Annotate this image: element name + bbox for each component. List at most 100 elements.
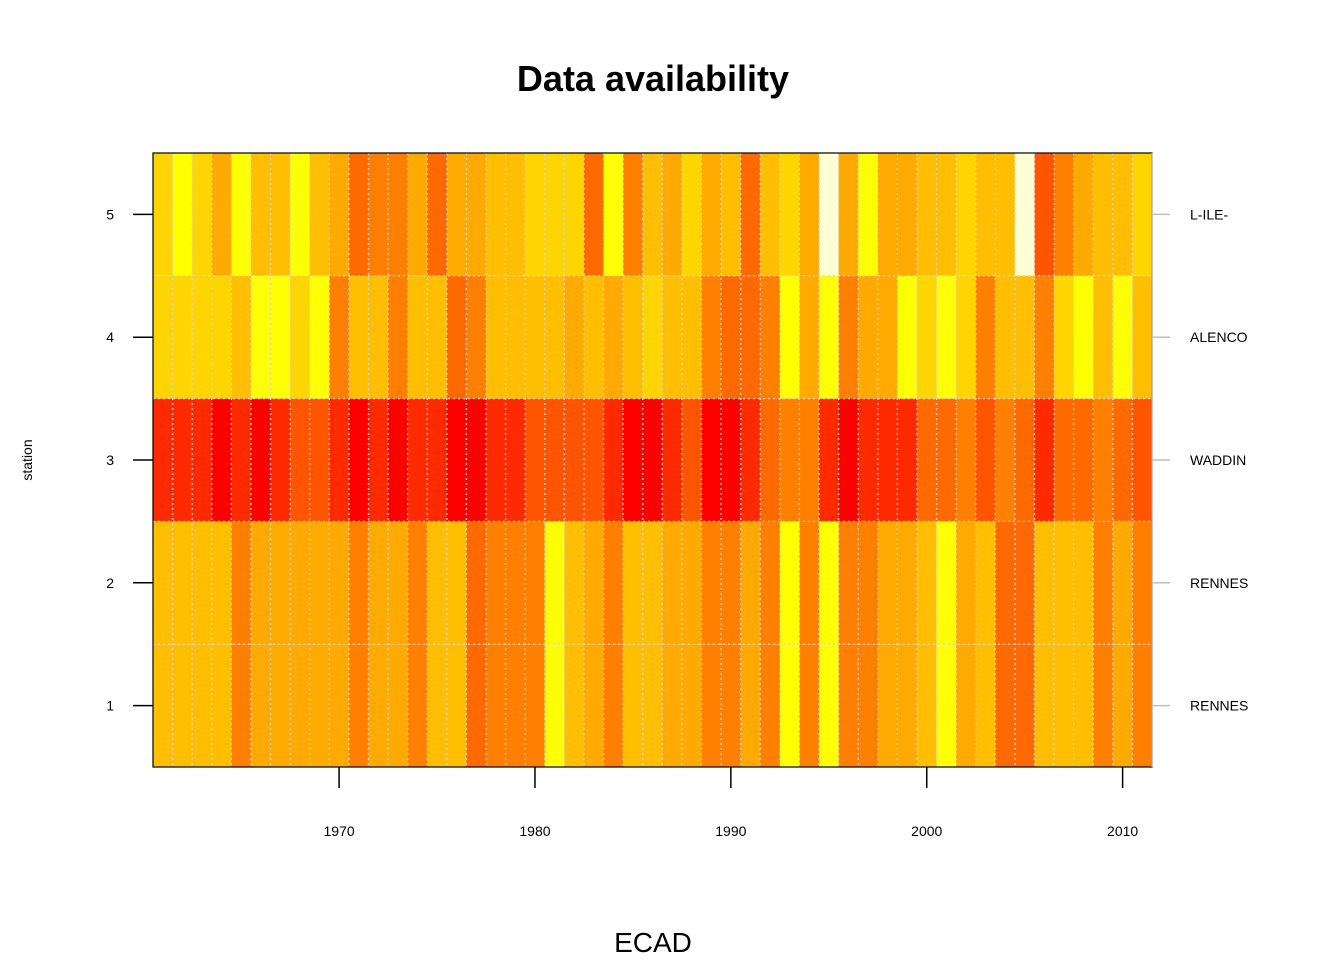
cell-s2-1961 <box>153 521 173 645</box>
cell-s2-1997 <box>858 521 879 645</box>
cell-s2-1986 <box>642 521 663 645</box>
cell-s3-1982 <box>564 398 585 522</box>
station-label: RENNES <box>1190 575 1248 591</box>
cell-s1-1970 <box>329 644 350 767</box>
cell-s1-1987 <box>662 644 683 767</box>
cell-s5-1982 <box>564 153 585 276</box>
cell-s2-2011 <box>1132 521 1153 645</box>
y-tick-label: 4 <box>106 329 114 345</box>
cell-s4-2004 <box>995 275 1016 399</box>
x-tick-label: 1990 <box>715 823 746 839</box>
cell-s1-2005 <box>1014 644 1035 767</box>
cell-s1-2007 <box>1054 644 1075 767</box>
cell-s3-1990 <box>721 398 742 522</box>
cell-s1-2004 <box>995 644 1016 767</box>
cell-s1-2003 <box>975 644 996 767</box>
cell-s1-1976 <box>446 644 467 767</box>
cell-s4-2007 <box>1054 275 1075 399</box>
cell-s3-2001 <box>936 398 957 522</box>
cell-s4-1974 <box>407 275 428 399</box>
cell-s2-1977 <box>466 521 487 645</box>
cell-s1-1982 <box>564 644 585 767</box>
cell-s3-2008 <box>1073 398 1094 522</box>
cell-s5-1988 <box>681 153 702 276</box>
cell-s4-1986 <box>642 275 663 399</box>
cell-s1-1995 <box>819 644 839 767</box>
cell-s2-2010 <box>1112 521 1133 645</box>
cell-s4-1980 <box>525 275 546 399</box>
cell-s3-2002 <box>956 398 977 522</box>
cell-s1-2000 <box>916 644 937 767</box>
cell-s5-1985 <box>623 153 644 276</box>
cell-s2-2007 <box>1054 521 1075 645</box>
cell-s3-1964 <box>211 398 232 522</box>
cell-s1-1961 <box>153 644 173 767</box>
cell-s2-1998 <box>877 521 898 645</box>
cell-s5-1971 <box>348 153 369 276</box>
cell-s5-1961 <box>153 153 173 276</box>
cell-s2-1968 <box>290 521 311 645</box>
cell-s3-1997 <box>858 398 879 522</box>
cell-s2-1972 <box>368 521 389 645</box>
cell-s1-1997 <box>858 644 879 767</box>
cell-s2-1965 <box>231 521 252 645</box>
cell-s3-1974 <box>407 398 428 522</box>
cell-s1-1979 <box>505 644 526 767</box>
heatmap-cells <box>153 153 1153 767</box>
cell-s5-1984 <box>603 153 624 276</box>
cell-s2-2000 <box>916 521 937 645</box>
cell-s4-2011 <box>1132 275 1153 399</box>
cell-s1-1981 <box>544 644 565 767</box>
cell-s2-1990 <box>721 521 742 645</box>
cell-s4-2000 <box>916 275 937 399</box>
cell-s5-1965 <box>231 153 252 276</box>
x-axis-label: ECAD <box>614 927 692 958</box>
cell-s4-2006 <box>1034 275 1055 399</box>
station-label: WADDIN <box>1190 452 1246 468</box>
cell-s2-2004 <box>995 521 1016 645</box>
cell-s1-1984 <box>603 644 624 767</box>
cell-s5-1992 <box>760 153 781 276</box>
cell-s4-1967 <box>270 275 291 399</box>
cell-s4-2009 <box>1093 275 1114 399</box>
cell-s5-1994 <box>799 153 820 276</box>
cell-s5-2009 <box>1093 153 1114 276</box>
cell-s2-2005 <box>1014 521 1035 645</box>
cell-s4-2008 <box>1073 275 1094 399</box>
cell-s3-2007 <box>1054 398 1075 522</box>
cell-s2-1978 <box>486 521 506 645</box>
cell-s3-1976 <box>446 398 467 522</box>
cell-s4-1990 <box>721 275 742 399</box>
cell-s5-1980 <box>525 153 546 276</box>
cell-s5-2002 <box>956 153 977 276</box>
cell-s3-2005 <box>1014 398 1035 522</box>
cell-s3-1988 <box>681 398 702 522</box>
cell-s2-1993 <box>779 521 800 645</box>
cell-s3-1998 <box>877 398 898 522</box>
cell-s2-1995 <box>819 521 839 645</box>
cell-s1-2002 <box>956 644 977 767</box>
cell-s1-2006 <box>1034 644 1055 767</box>
cell-s1-2008 <box>1073 644 1094 767</box>
cell-s5-2004 <box>995 153 1016 276</box>
cell-s2-1981 <box>544 521 565 645</box>
cell-s1-1973 <box>388 644 409 767</box>
cell-s3-1978 <box>486 398 506 522</box>
cell-s3-1994 <box>799 398 820 522</box>
cell-s4-1996 <box>838 275 859 399</box>
cell-s5-1989 <box>701 153 722 276</box>
cell-s1-1991 <box>740 644 761 767</box>
cell-s4-1994 <box>799 275 820 399</box>
cell-s3-1963 <box>192 398 213 522</box>
cell-s5-1997 <box>858 153 879 276</box>
cell-s3-1973 <box>388 398 409 522</box>
cell-s5-1977 <box>466 153 487 276</box>
cell-s5-1990 <box>721 153 742 276</box>
cell-s3-1965 <box>231 398 252 522</box>
cell-s4-2003 <box>975 275 996 399</box>
cell-s2-1987 <box>662 521 683 645</box>
cell-s1-2011 <box>1132 644 1153 767</box>
cell-s1-1980 <box>525 644 546 767</box>
station-label: ALENCO <box>1190 329 1248 345</box>
cell-s4-1972 <box>368 275 389 399</box>
